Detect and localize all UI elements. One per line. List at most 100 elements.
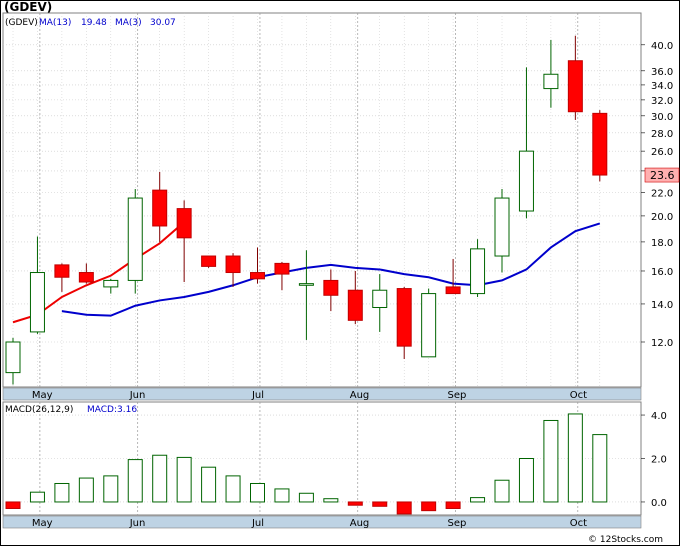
price-y-tick-label: 12.0 xyxy=(651,338,673,349)
price-plot-area xyxy=(2,12,642,388)
candle-body xyxy=(543,73,559,90)
candle xyxy=(494,189,510,273)
macd-x-tick-label: Jul xyxy=(251,518,264,529)
candle-body xyxy=(5,341,21,374)
candle xyxy=(127,189,143,294)
macd-bar xyxy=(298,492,314,503)
candle xyxy=(103,278,119,294)
macd-bar xyxy=(274,488,290,503)
macd-x-tick-label: Sep xyxy=(448,518,467,529)
macd-bar xyxy=(29,491,45,503)
candle-body xyxy=(518,150,534,212)
candle-body xyxy=(29,272,45,333)
last-price-label: 23.6 xyxy=(650,169,675,182)
macd-x-tick-label: May xyxy=(32,518,53,529)
candle xyxy=(176,200,192,283)
macd-bar xyxy=(201,466,217,503)
macd-x-tick-label: Jun xyxy=(129,518,146,529)
candle xyxy=(347,270,363,325)
price-grid xyxy=(3,13,641,387)
macd-bar xyxy=(592,434,608,503)
candle-body xyxy=(103,279,119,288)
ma13-line xyxy=(61,222,601,317)
candle-body xyxy=(494,197,510,257)
price-y-tick-label: 32.0 xyxy=(651,96,673,107)
price-y-tick-label: 26.0 xyxy=(651,147,673,158)
macd-bar xyxy=(567,413,583,503)
candle xyxy=(518,67,534,219)
price-panel: 12.014.016.018.020.022.024.026.028.030.0… xyxy=(2,0,680,401)
candle-body xyxy=(298,283,314,286)
candle xyxy=(274,261,290,291)
macd-bar xyxy=(396,501,412,515)
price-x-axis: May Jun Jul Aug Sep Oct xyxy=(32,390,587,401)
price-x-tick-label: Sep xyxy=(448,390,467,401)
ma13-label: MA(13) xyxy=(39,18,71,28)
candle xyxy=(372,274,388,332)
candle-body xyxy=(592,112,608,176)
price-y-tick-label: 36.0 xyxy=(651,67,673,78)
price-y-tick-label: 20.0 xyxy=(651,212,673,223)
macd-bar xyxy=(152,454,168,503)
candle-body xyxy=(323,279,339,296)
macd-bar xyxy=(518,458,534,503)
last-price-box xyxy=(644,167,680,183)
candle xyxy=(29,236,45,334)
macd-bar xyxy=(470,497,486,503)
candle xyxy=(470,239,486,297)
candle xyxy=(445,258,461,295)
macd-bar xyxy=(372,501,388,507)
macd-value-label: MACD:3.16 xyxy=(87,405,137,415)
macd-bar xyxy=(78,477,94,503)
candle xyxy=(592,110,608,182)
candle-body xyxy=(470,248,486,295)
macd-x-tick-label: Aug xyxy=(350,518,370,529)
candle xyxy=(250,247,265,284)
candle-body xyxy=(78,272,94,283)
candle xyxy=(298,250,314,340)
candle xyxy=(421,288,437,358)
price-y-axis: 12.014.016.018.020.022.024.026.028.030.0… xyxy=(641,41,673,349)
candle xyxy=(78,263,94,284)
macd-grid xyxy=(3,402,641,515)
price-y-tick-label: 28.0 xyxy=(651,129,673,140)
candle-body xyxy=(54,264,70,278)
candle-body xyxy=(250,272,265,280)
macd-bar xyxy=(5,501,21,509)
candle-body xyxy=(176,208,192,239)
price-x-tick-label: Oct xyxy=(570,390,587,401)
macd-panel: 0.0 2.0 4.0 May Jun Jul Aug Sep Oct MACD(26,12,… xyxy=(2,401,667,529)
ma13-polyline xyxy=(61,222,601,317)
symbol-label: (GDEV) xyxy=(4,0,52,14)
ma13-value: 19.48 xyxy=(81,18,107,28)
macd-bar xyxy=(176,456,192,503)
macd-bar xyxy=(445,501,461,509)
price-y-tick-label: 14.0 xyxy=(651,300,673,311)
macd-bar xyxy=(494,479,510,503)
candle-body xyxy=(567,60,583,113)
candles xyxy=(5,35,608,385)
price-y-tick-label: 18.0 xyxy=(651,238,673,249)
candle xyxy=(5,337,21,385)
macd-bar xyxy=(543,419,559,503)
candle xyxy=(225,253,241,287)
macd-y-axis: 0.0 2.0 4.0 xyxy=(641,411,667,509)
candle-body xyxy=(152,189,168,227)
price-y-tick-label: 30.0 xyxy=(651,112,673,123)
macd-bar xyxy=(421,501,437,512)
macd-y-tick-label: 0.0 xyxy=(651,498,667,509)
candle-body xyxy=(127,197,143,281)
macd-bar xyxy=(323,498,339,503)
macd-x-tick-label: Oct xyxy=(570,518,587,529)
candle-body xyxy=(347,289,363,321)
macd-bar xyxy=(225,475,241,503)
macd-bar xyxy=(250,482,265,503)
candle xyxy=(567,35,583,120)
candle-body xyxy=(225,255,241,274)
candle-body xyxy=(396,288,412,347)
macd-x-axis: May Jun Jul Aug Sep Oct xyxy=(32,518,587,529)
macd-x-axis-band xyxy=(2,515,642,529)
macd-bar xyxy=(54,482,70,503)
price-y-tick-label: 40.0 xyxy=(651,41,673,52)
